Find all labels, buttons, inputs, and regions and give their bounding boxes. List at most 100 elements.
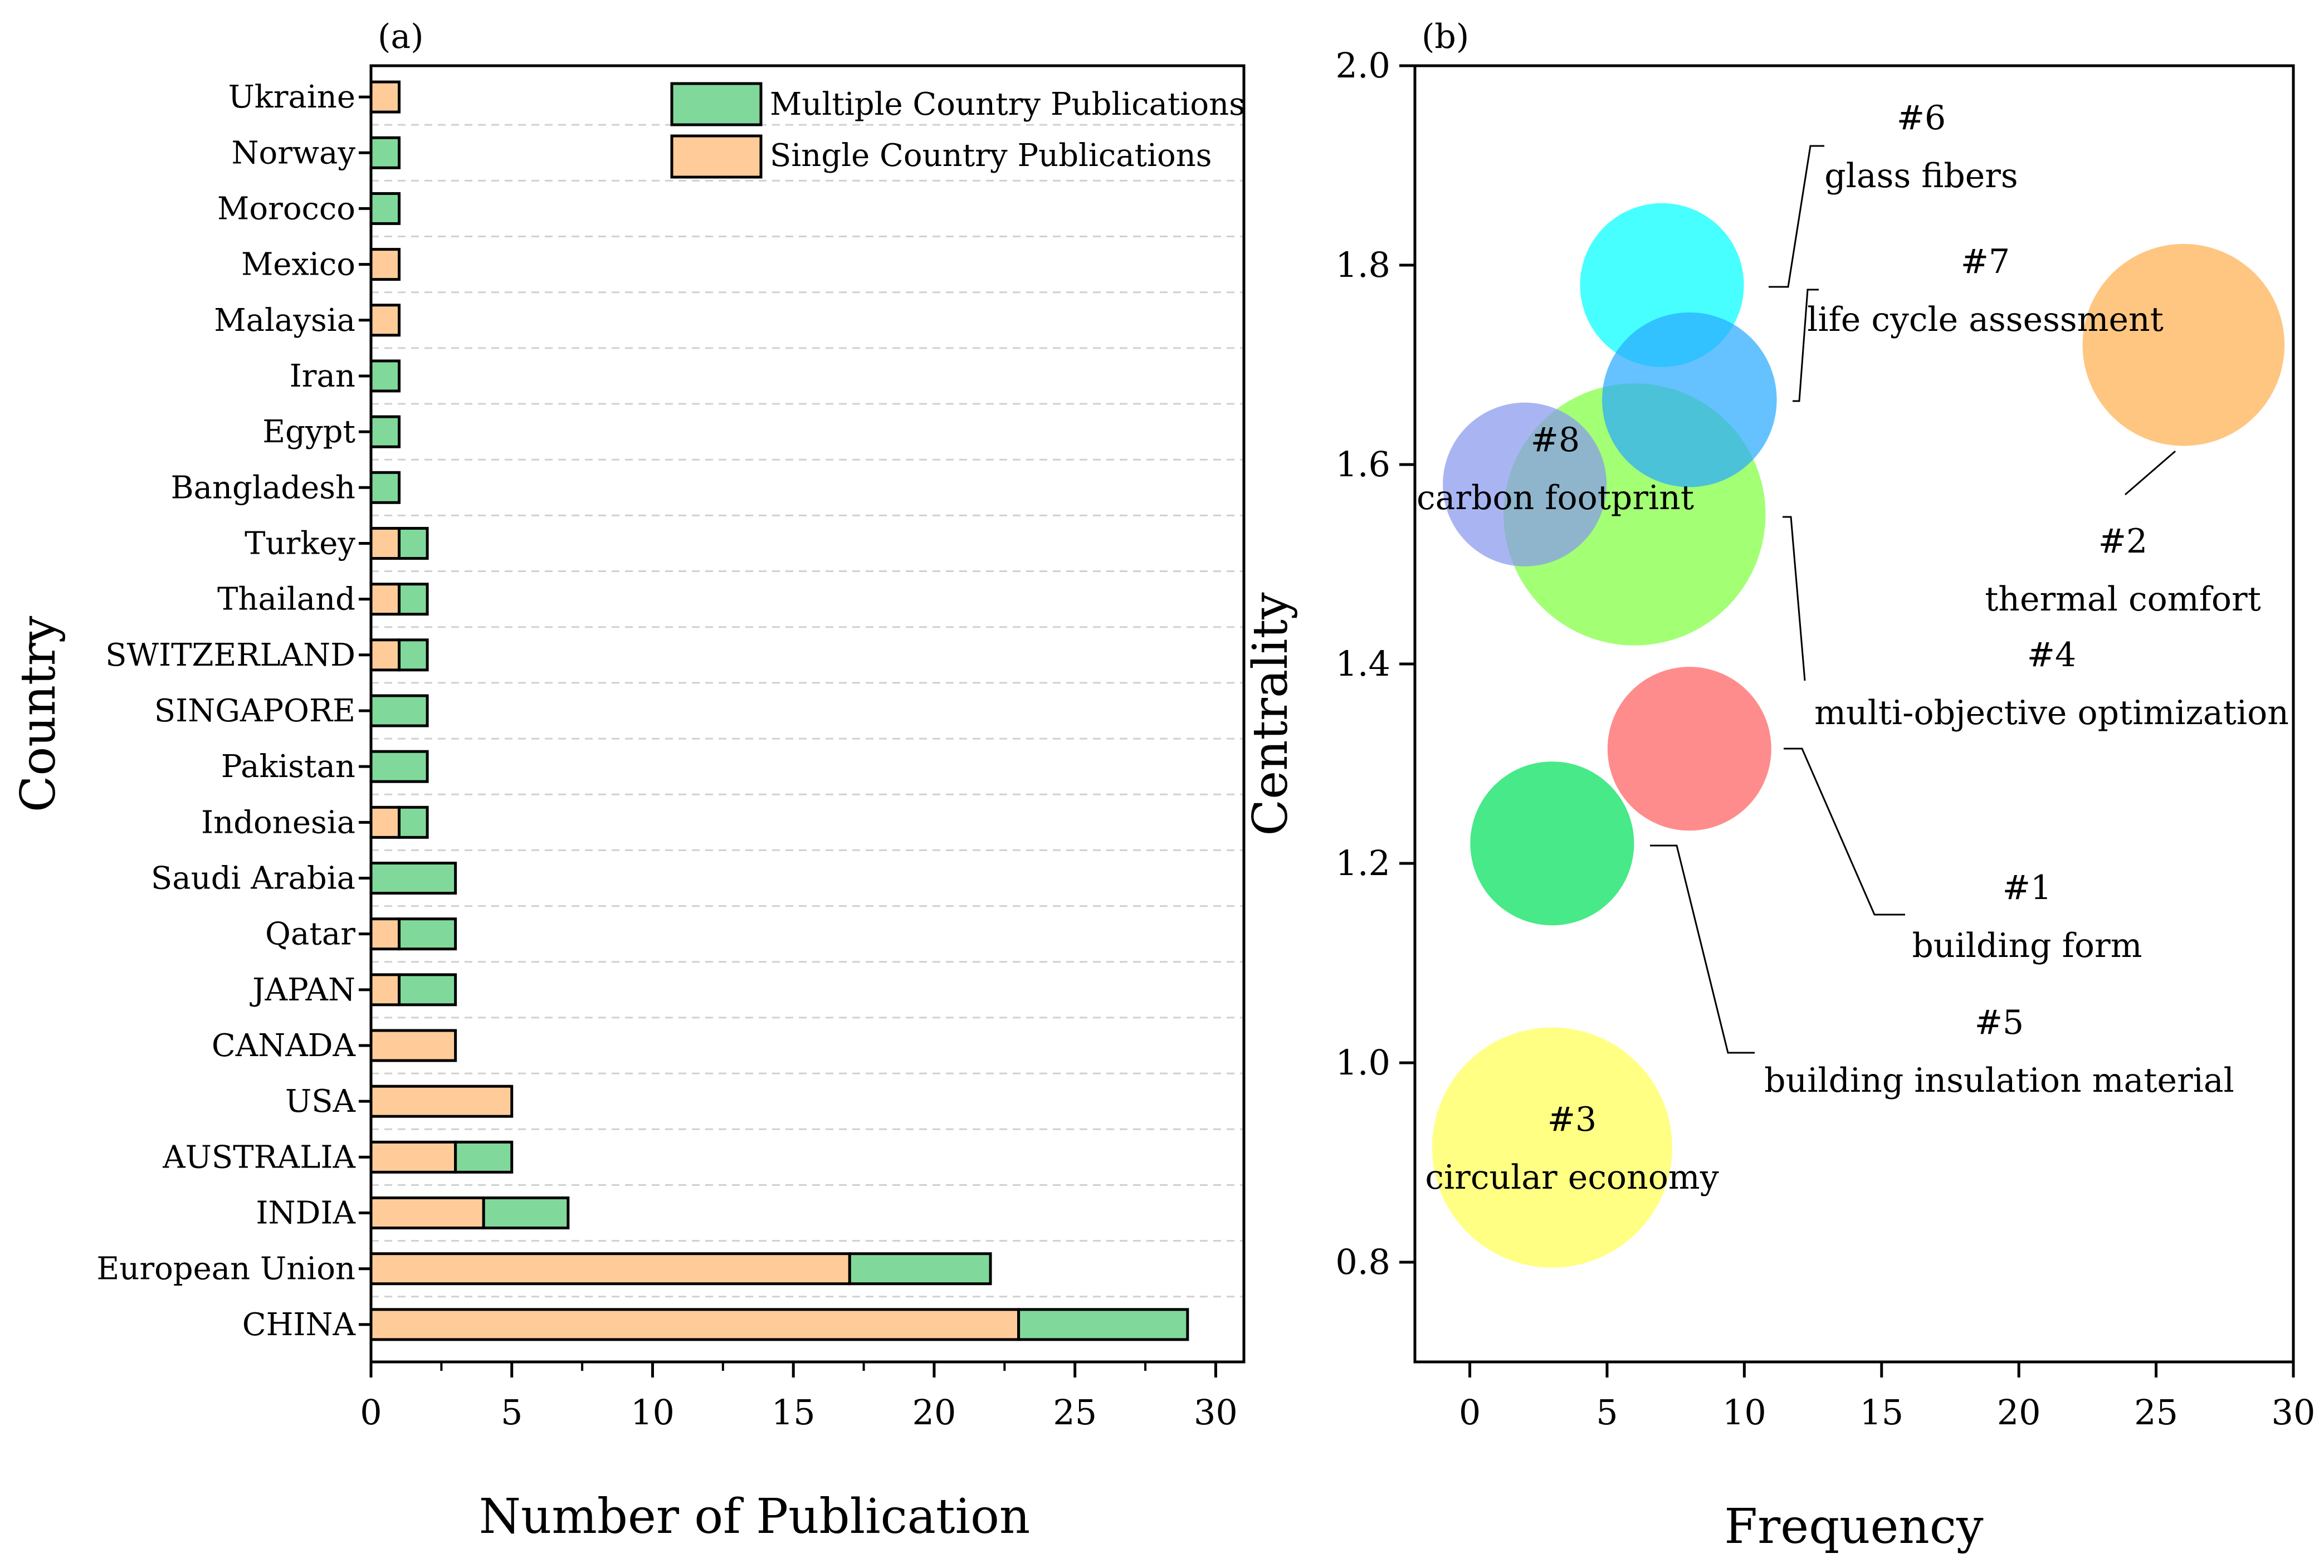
bar-multiple [398,917,457,951]
bar-chart-bars [369,80,1189,1341]
y-tick-label: CANADA [212,1028,356,1064]
bubble-chart-plot-frame [1413,64,2295,1364]
y-tick-label: AUSTRALIA [162,1139,355,1175]
leader-line [2125,450,2176,496]
bar-chart-y-axis-title: Country [11,616,66,812]
panel-label-a: (a) [378,17,424,56]
bar-chart-x-axis-title: Number of Publication [479,1489,1031,1545]
y-tick-label: SWITZERLAND [105,637,355,673]
y-tick-label: Turkey [245,525,355,561]
bubble-id: #3 [1547,1100,1596,1139]
y-tick-label: JAPAN [250,972,355,1008]
x-tick-label: 30 [1194,1392,1238,1433]
bar-single [369,805,401,839]
bubble-chart-y-axis-title: Centrality [1243,592,1298,836]
y-tick-label: 1.8 [1335,245,1390,285]
x-tick-label: 25 [1053,1392,1097,1433]
y-tick-label: 1.2 [1335,843,1390,883]
x-tick-label: 15 [1859,1392,1903,1433]
bubble-label: multi-objective optimization [1814,693,2289,732]
bar-multiple [398,583,429,616]
bubble-chart-bubbles [1432,203,2285,1268]
y-tick-label: INDIA [256,1195,355,1232]
bar-single [369,248,401,281]
bar-multiple [398,526,429,560]
x-tick-label: 25 [2134,1392,2178,1433]
bar-multiple [454,1140,514,1174]
bar-multiple [398,805,429,839]
y-tick-label: Mexico [241,247,355,283]
legend-swatch-multiple [670,82,763,126]
bar-single [369,1252,851,1286]
bubble [1607,667,1771,831]
bar-single [369,638,401,672]
bubble-label: building form [1912,926,2142,965]
bubble-chart-labels: #6 glass fibers #2 thermal comfort #4 multi-o… [1417,99,2289,1197]
bubble-id: #7 [1961,242,2010,281]
legend-label-multiple: Multiple Country Publications [770,86,1245,123]
y-tick-label: USA [285,1083,356,1120]
x-tick-label: 10 [631,1392,675,1433]
y-tick-label: Bangladesh [170,470,355,506]
bubble-id: #2 [2098,522,2147,561]
bubble [2082,243,2285,446]
y-tick-label: Norway [232,135,356,171]
y-tick-label: Egypt [262,414,355,450]
bar-chart-axes: Ukraine Norway Morocco Mexico Malaysia Iran Eg… [96,79,1238,1433]
bar-multiple [1017,1308,1189,1341]
y-tick-label: 0.8 [1335,1242,1390,1282]
leader-line [1783,516,1806,681]
bubble-label: circular economy [1425,1158,1718,1197]
leader-line [1793,289,1819,402]
bar-single [369,526,401,560]
bar-chart-panel: Ukraine Norway Morocco Mexico Malaysia Iran Eg… [11,17,1246,1545]
y-tick-label: Morocco [217,190,355,227]
bar-multiple [369,415,401,448]
bubble-id: #4 [2027,636,2076,675]
x-tick-label: 20 [1997,1392,2041,1433]
bubble-chart-axes: 0 5 10 15 20 25 30 0.8 1.0 1.2 1.4 1.6 1.8 2.0 [1335,45,2315,1433]
bubble-label: glass fibers [1824,157,2018,196]
y-tick-label: Ukraine [228,79,355,115]
bar-chart-gridlines [371,124,1244,1298]
x-tick-label: 20 [912,1392,956,1433]
bar-multiple [369,694,429,727]
bubble-chart-panel: #6 glass fibers #2 thermal comfort #4 multi-o… [1243,17,2315,1555]
x-tick-label: 0 [360,1392,382,1433]
y-tick-label: 1.0 [1335,1042,1390,1083]
x-tick-label: 30 [2272,1392,2316,1433]
y-tick-label: SINGAPORE [154,693,355,729]
y-tick-label: Indonesia [201,804,355,841]
bubble-chart-x-axis-title: Frequency [1724,1499,1984,1555]
bubble [1443,402,1607,566]
bubble-id: #6 [1897,99,1946,138]
x-tick-label: 10 [1722,1392,1766,1433]
bar-chart-legend: Multiple Country Publications Single Cou… [670,82,1245,179]
y-tick-label: 1.6 [1335,444,1390,485]
legend-swatch-single [670,134,763,179]
bubble [1602,312,1777,487]
y-tick-label: Iran [290,358,355,394]
bar-single [369,1196,485,1230]
y-tick-label: Saudi Arabia [151,860,355,896]
bar-multiple [398,638,429,672]
y-tick-label: 2.0 [1335,45,1390,86]
bar-multiple [482,1196,570,1230]
leader-line [1769,145,1824,288]
bubble [1432,1027,1673,1268]
bar-single [369,80,401,114]
bar-multiple [369,359,401,393]
x-tick-label: 0 [1459,1392,1481,1433]
bubble-label: life cycle assessment [1807,300,2164,339]
x-tick-label: 5 [1596,1392,1618,1433]
bar-multiple [369,750,429,783]
x-tick-label: 15 [772,1392,816,1433]
bubble-id: #1 [2003,868,2052,907]
bar-chart-plot-frame [369,64,1246,1364]
bar-single [369,973,401,1007]
panel-label-b: (b) [1422,17,1469,56]
bar-multiple [848,1252,992,1286]
y-tick-label: Qatar [265,916,355,952]
legend-label-single: Single Country Publications [770,138,1212,174]
